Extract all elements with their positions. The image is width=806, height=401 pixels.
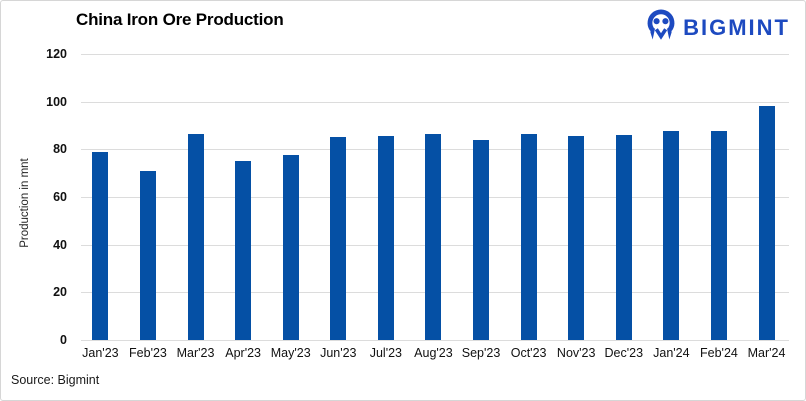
bar-Nov'23 [568,136,585,340]
bar-Apr'23 [235,161,252,340]
x-tick-label: Jul'23 [369,346,403,360]
bar-Oct'23 [520,133,537,340]
gridline [81,54,789,55]
bar-May'23 [282,155,299,340]
chart-title: China Iron Ore Production [76,10,284,29]
y-tick-label: 40 [53,237,67,252]
bar-Jan'23 [92,151,109,340]
bar-Jan'24 [663,131,680,340]
bar-Aug'23 [425,133,442,340]
x-tick-label: Mar'23 [176,346,215,360]
y-tick-label: 100 [46,94,67,109]
x-tick-label: Nov'23 [556,346,596,360]
bigmint-logo-text: BIGMINT [683,14,790,40]
x-tick-label: Mar'24 [747,346,786,360]
x-tick-label: Sep'23 [461,346,501,360]
x-tick-label: Jan'23 [82,346,119,360]
x-tick-label: Feb'24 [700,346,738,360]
y-tick-label: 60 [53,190,67,204]
bar-Jul'23 [377,136,394,340]
x-tick-label: Apr'23 [225,346,261,360]
x-tick-label: Feb'23 [129,346,167,360]
x-tick-label: May'23 [270,346,311,360]
y-tick-label: 0 [60,333,67,347]
plot-area [81,54,789,341]
x-tick-label: Oct'23 [510,346,547,360]
bar-Feb'24 [710,131,727,340]
x-tick-label: Jan'24 [653,346,690,360]
x-tick-label: Dec'23 [604,346,644,360]
bar-Dec'23 [615,135,632,340]
x-tick-label: Aug'23 [414,346,453,360]
bar-Sep'23 [473,139,490,340]
bar-Mar'24 [758,106,775,340]
gridline [81,340,789,341]
bigmint-logo: BIGMINT [644,8,790,47]
source-note: Source: Bigmint [11,373,100,387]
bar-Mar'23 [187,133,204,340]
y-tick-label: 20 [53,285,67,300]
y-tick-label: 120 [46,47,67,61]
x-tick-label: Jun'23 [320,346,357,360]
bigmint-logo-icon [644,8,678,47]
gridline [81,101,789,103]
bar-Jun'23 [330,137,347,340]
bar-Feb'23 [139,170,156,340]
y-tick-label: 80 [53,142,67,157]
